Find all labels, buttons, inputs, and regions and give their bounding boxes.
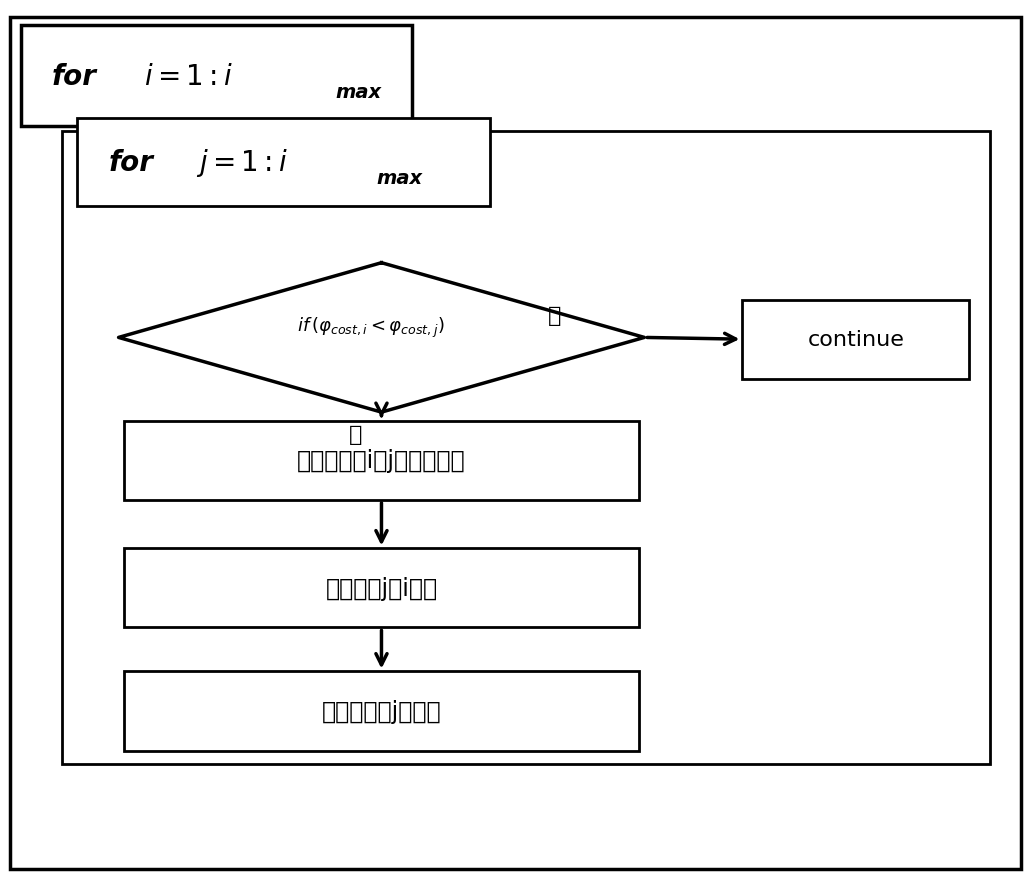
Bar: [77, 119, 490, 206]
Text: continue: continue: [807, 330, 904, 349]
Bar: [742, 300, 969, 379]
Bar: [62, 132, 990, 764]
Bar: [124, 672, 639, 751]
Text: max: max: [335, 83, 381, 102]
Text: 计算萤火虭i和j之间的距离: 计算萤火虭i和j之间的距离: [297, 449, 466, 473]
Text: max: max: [376, 169, 423, 188]
Text: for: for: [52, 63, 97, 90]
Bar: [124, 421, 639, 500]
Text: 是: 是: [350, 425, 362, 444]
Text: $if\,(\varphi_{cost,i} < \varphi_{cost,j})$: $if\,(\varphi_{cost,i} < \varphi_{cost,j…: [297, 315, 445, 340]
Text: $i=1:i$: $i=1:i$: [144, 63, 233, 90]
Text: 更新萤火虭j的亮度: 更新萤火虭j的亮度: [322, 699, 441, 723]
Text: 将萤火虭j向i移动: 将萤火虭j向i移动: [326, 576, 437, 601]
Text: $j=1:i$: $j=1:i$: [196, 147, 289, 178]
Text: for: for: [108, 148, 154, 176]
Text: 否: 否: [547, 306, 561, 326]
Bar: [21, 26, 412, 127]
Bar: [124, 549, 639, 628]
